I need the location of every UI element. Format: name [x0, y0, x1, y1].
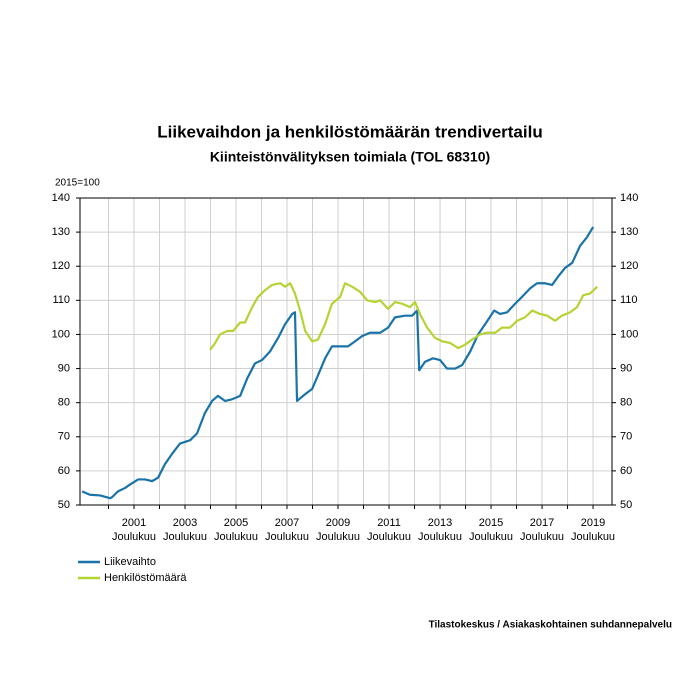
y2-tick-label: 110	[620, 294, 638, 306]
x-tick-label: 2001	[122, 517, 146, 529]
y2-tick-label: 120	[620, 260, 638, 272]
x-tick-sublabel: Joulukuu	[571, 531, 615, 543]
y2-tick-label: 60	[620, 465, 632, 477]
y-tick-label: 80	[58, 397, 70, 409]
x-tick-label: 2007	[275, 517, 299, 529]
x-tick-label: 2009	[326, 517, 350, 529]
series-line	[81, 226, 595, 500]
chart-title: Liikevaihdon ja henkilöstömäärän trendiv…	[157, 122, 542, 141]
y-tick-label: 70	[58, 431, 70, 443]
y-tick-label: 110	[52, 294, 70, 306]
y-tick-label: 60	[58, 465, 70, 477]
y-tick-label: 90	[58, 362, 70, 374]
x-tick-sublabel: Joulukuu	[316, 531, 360, 543]
plot-frame	[79, 197, 613, 506]
x-tick-sublabel: Joulukuu	[367, 531, 411, 543]
y2-tick-label: 50	[620, 499, 632, 511]
y-tick-label: 140	[52, 192, 70, 204]
x-tick-label: 2013	[428, 517, 452, 529]
series-line	[209, 282, 598, 351]
y2-tick-label: 70	[620, 431, 632, 443]
legend-label: Liikevaihto	[104, 556, 156, 568]
y2-tick-label: 80	[620, 397, 632, 409]
y-unit-label: 2015=100	[55, 178, 100, 189]
source: Tilastokeskus / Asiakaskohtainen suhdann…	[429, 620, 672, 631]
x-tick-label: 2019	[581, 517, 605, 529]
y-tick-label: 50	[58, 499, 70, 511]
x-tick-label: 2017	[530, 517, 554, 529]
x-tick-sublabel: Joulukuu	[265, 531, 309, 543]
x-tick-label: 2015	[479, 517, 503, 529]
y2-tick-label: 100	[620, 328, 638, 340]
y-tick-label: 130	[52, 226, 70, 238]
x-tick-sublabel: Joulukuu	[214, 531, 258, 543]
y2-tick-label: 140	[620, 192, 638, 204]
x-tick-sublabel: Joulukuu	[163, 531, 207, 543]
x-tick-sublabel: Joulukuu	[112, 531, 156, 543]
x-tick-sublabel: Joulukuu	[418, 531, 462, 543]
x-tick-label: 2005	[224, 517, 248, 529]
y-tick-label: 120	[52, 260, 70, 272]
y2-tick-label: 130	[620, 226, 638, 238]
x-tick-label: 2003	[173, 517, 197, 529]
grid	[80, 197, 612, 506]
x-tick-label: 2011	[377, 517, 401, 529]
legend-label: Henkilöstömäärä	[104, 572, 187, 584]
x-tick-sublabel: Joulukuu	[469, 531, 513, 543]
x-tick-sublabel: Joulukuu	[520, 531, 564, 543]
chart-subtitle: Kiinteistönvälityksen toimiala (TOL 6831…	[210, 149, 490, 165]
y2-tick-label: 90	[620, 362, 632, 374]
y-tick-label: 100	[52, 328, 70, 340]
